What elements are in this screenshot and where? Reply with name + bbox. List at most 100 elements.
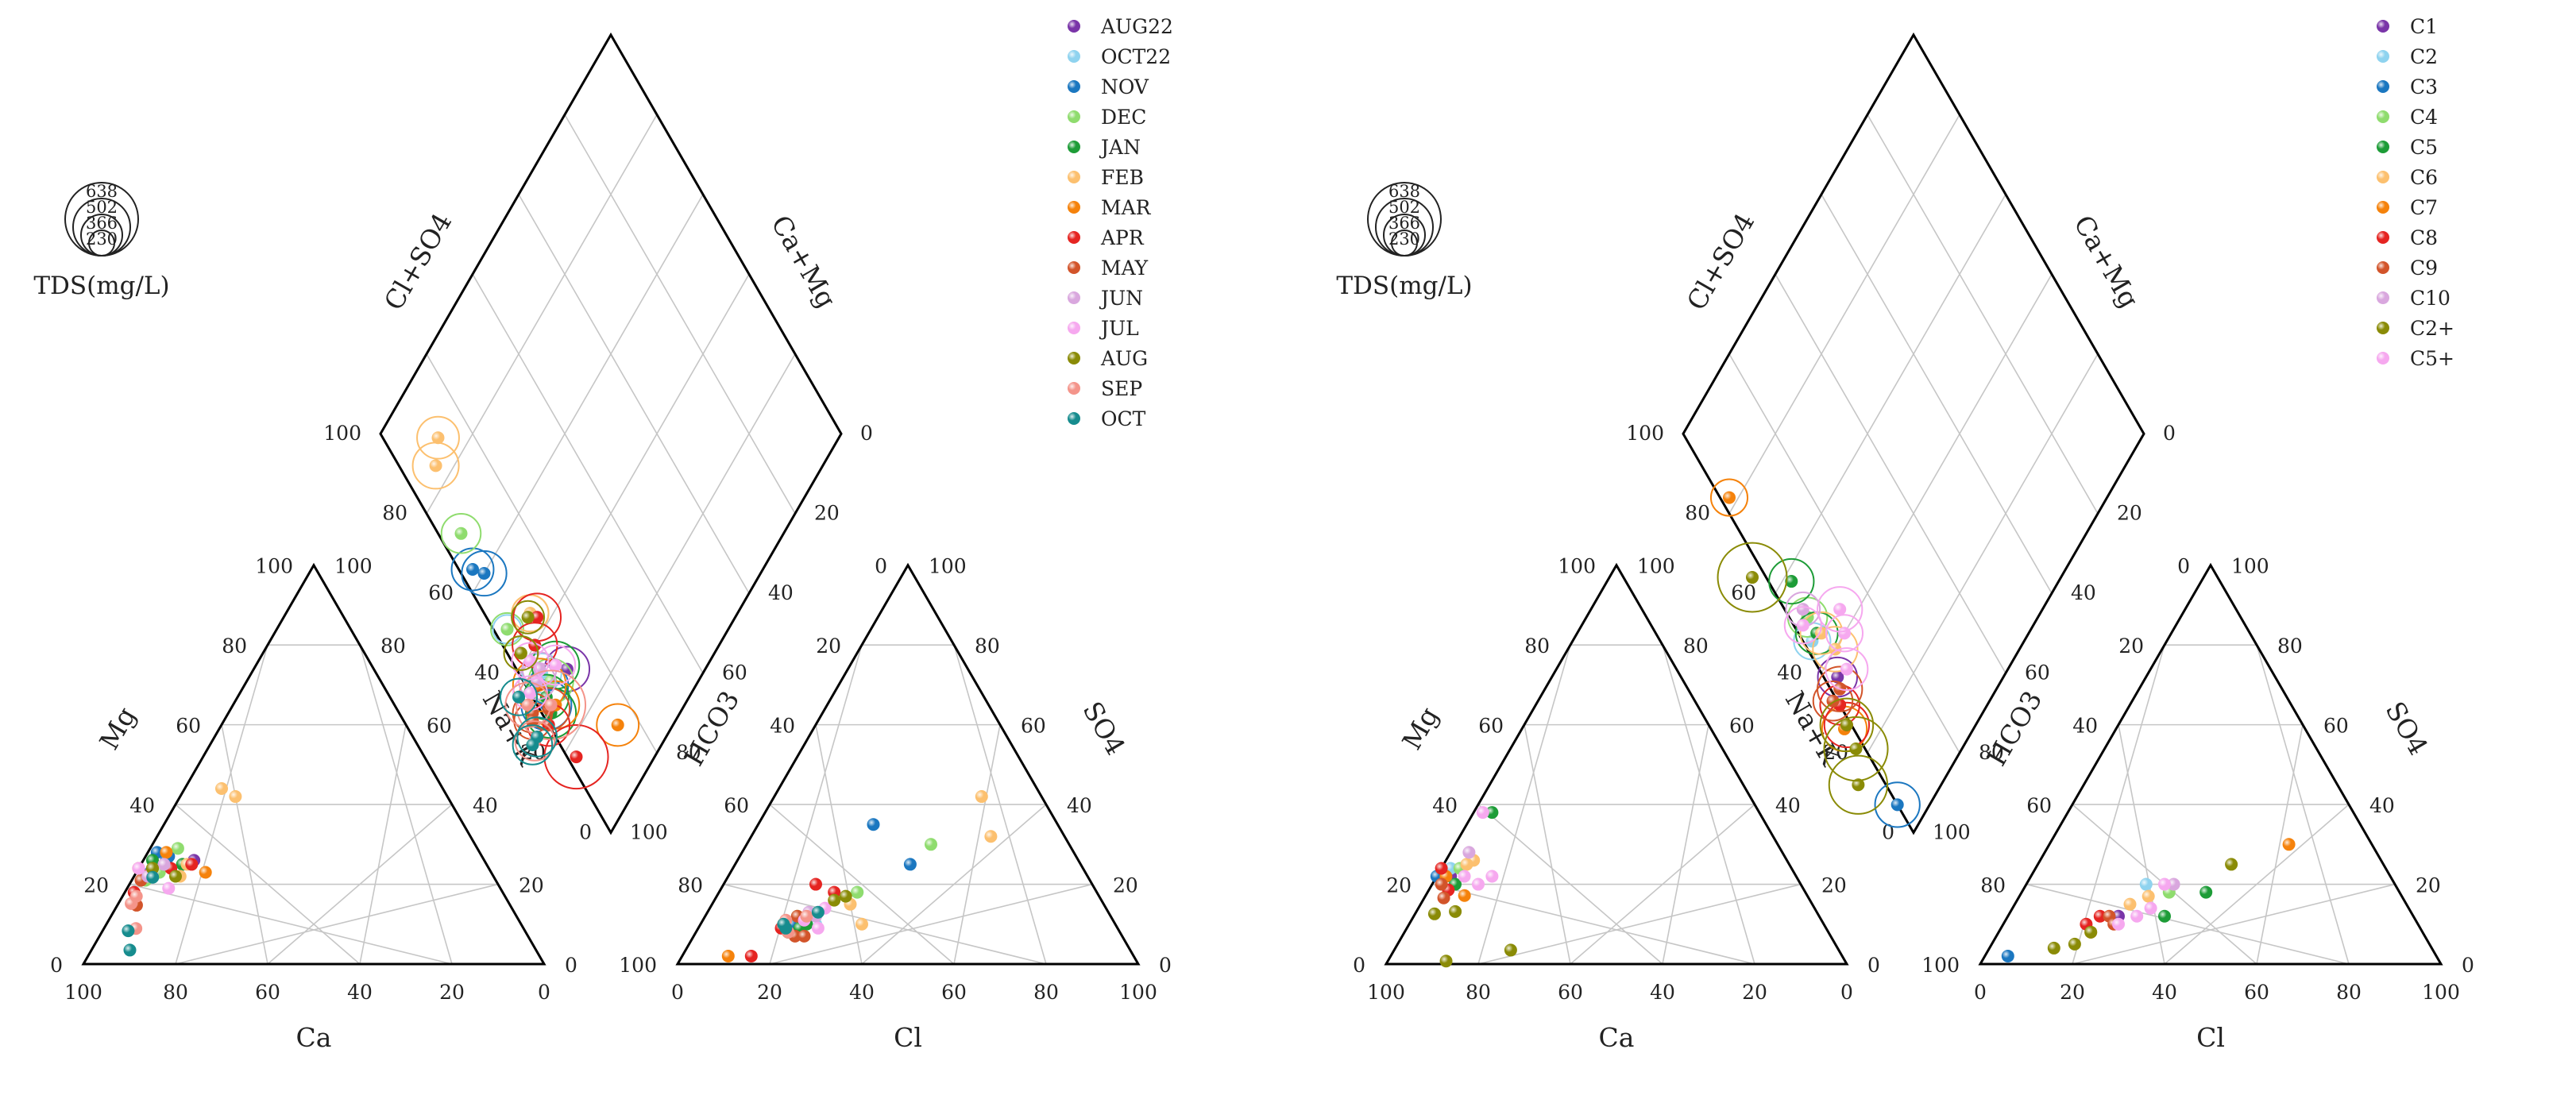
cation-nak-tick: 80 [380,634,406,658]
anion-cl-tick: 100 [2422,981,2460,1004]
cation-ca-tick: 100 [64,981,102,1004]
point-shine [1796,603,1809,616]
point-shine [162,881,176,895]
cation-gridline [1431,883,1755,965]
diamond-gridline [472,273,704,673]
diamond-camg-tick: 40 [768,581,794,604]
cation-triangle-frame [1384,562,1849,966]
point-shine [171,842,184,855]
legend-marker-shine [2377,141,2389,153]
point-shine [454,526,468,540]
cation-gridline [221,724,268,965]
diamond-clso4-axis-label: Cl+SO4 [378,207,458,315]
anion-gridline [769,883,1093,965]
legend-marker-shine [2377,20,2389,33]
point-shine [2001,949,2014,962]
point-shine [512,690,525,704]
tds-legend-title: TDS(mg/L) [33,272,169,300]
anion-hco3-tick: 80 [678,874,703,897]
point-shine [199,866,212,879]
point-shine [521,611,535,624]
legend-label-c9: C9 [2410,256,2438,280]
point-shine [1785,575,1798,588]
cation-mg-axis-label: Mg [93,702,141,755]
tds-legend-value: 230 [1388,230,1420,249]
point-shine [1460,858,1473,871]
anion-hco3-tick: 100 [619,954,657,977]
point-shine [544,698,558,712]
cation-nak-tick: 40 [473,794,498,817]
diamond-clso4-tick: 0 [579,821,592,844]
diamond-camg-tick: 100 [630,821,668,844]
anion-hco3-tick: 20 [816,634,841,658]
anion-gridline [2164,804,2350,965]
point-shine [851,885,864,899]
point-shine [1485,806,1499,820]
anion-gridline [861,804,1047,965]
anion-so4-tick: 0 [1159,954,1172,977]
point-shine [521,698,535,712]
anion-cl-axis-label: Cl [2196,1022,2225,1053]
data-points [122,415,998,962]
diamond-camg-axis-label: Ca+Mg [2068,210,2145,313]
legend-label-oct: OCT [1101,407,1146,430]
anion-gridline [769,804,955,965]
point-shine [1449,904,1462,918]
diamond-clso4-tick: 100 [323,422,361,445]
legend-label-jun: JUN [1099,287,1143,310]
point-shine [1796,619,1809,632]
point-shine [1890,798,1904,812]
legend-marker-shine [2377,201,2389,214]
legend-marker-shine [1068,171,1080,183]
point-shine [146,862,159,875]
point-shine [975,790,988,804]
cation-nak-tick: 40 [1775,794,1801,817]
anion-so4-tick: 60 [2323,715,2349,738]
tds-legend-title: TDS(mg/L) [1336,272,1472,300]
diamond-tds-circle [1817,586,1863,633]
legend-label-oct22: OCT22 [1101,45,1171,68]
diamond-clso4-tick: 80 [1685,502,1710,525]
point-shine [777,917,790,931]
point-shine [744,949,758,962]
cation-gridline [359,724,407,965]
cation-nak-tick: 100 [1637,555,1675,578]
legend-marker-shine [2377,291,2389,304]
anion-cl-tick: 100 [1119,981,1157,1004]
anion-gridline [2118,724,2165,965]
diamond-camg-tick: 0 [2163,422,2176,445]
cation-nak-tick: 20 [519,874,544,897]
diamond-gridline [1867,353,2099,754]
diamond-camg-tick: 20 [814,502,840,525]
anion-triangle-frame [675,562,1141,966]
anion-cl-tick: 80 [1033,981,1059,1004]
point-shine [1439,955,1453,968]
cation-mg-tick: 60 [1478,715,1504,738]
cation-mg-axis-label: Mg [1396,702,1444,755]
cation-gridline [1477,804,1663,965]
point-shine [809,878,822,891]
diamond-tds-circle [514,720,556,762]
point-shine [1723,491,1736,504]
cation-mg-tick: 40 [129,794,155,817]
legend-marker-shine [2377,261,2389,274]
point-shine [2093,909,2107,923]
diamond-clso4-tick: 0 [1882,821,1894,844]
point-shine [215,781,228,795]
diamond-gridline [1821,194,2053,594]
diamond-tds-circle [1812,681,1854,722]
legend-marker-shine [1068,291,1080,304]
point-shine [185,858,199,871]
point-shine [122,924,135,938]
cation-nak-tick: 20 [1821,874,1847,897]
diamond-clso4-tick: 40 [1777,662,1802,685]
point-shine [1833,603,1847,616]
diamond-tds-circle [511,642,550,681]
cation-mg-tick: 100 [1558,555,1596,578]
diamond-tds-circle [1783,606,1822,645]
legend-marker-shine [1068,382,1080,395]
anion-hco3-tick: 20 [2118,634,2144,658]
